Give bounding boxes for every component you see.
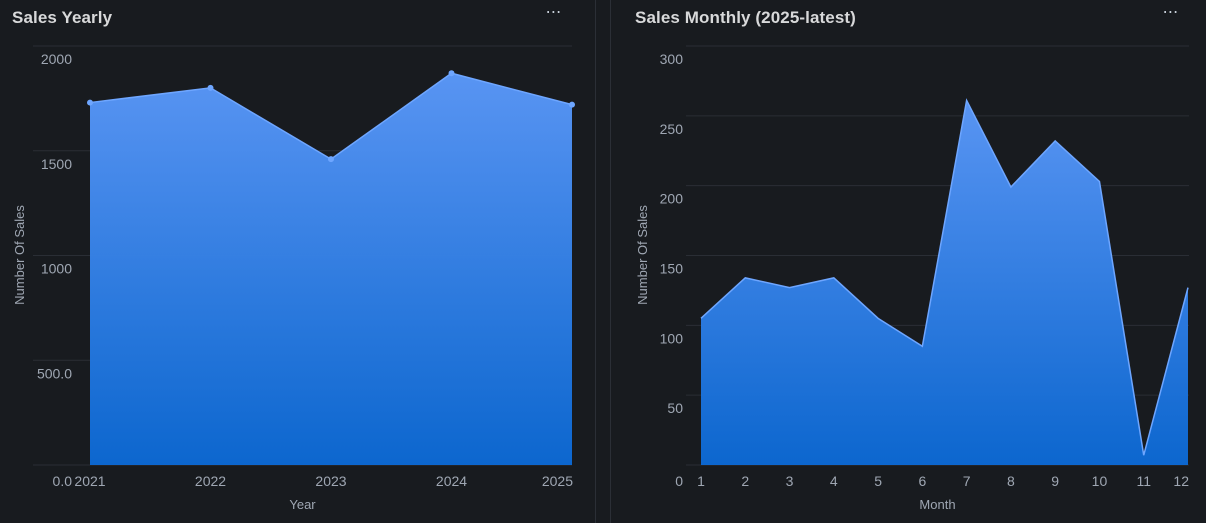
y-tick-label: 500.0 bbox=[37, 365, 72, 381]
y-axis-label: Number Of Sales bbox=[635, 205, 650, 305]
x-tick-label: 2025 bbox=[542, 473, 573, 489]
series-area bbox=[90, 73, 572, 466]
y-axis-label: Number Of Sales bbox=[12, 205, 27, 305]
x-tick-label: 5 bbox=[874, 473, 882, 489]
x-axis-label: Year bbox=[289, 497, 316, 512]
panel-title: Sales Yearly bbox=[12, 8, 113, 27]
series-area bbox=[701, 100, 1188, 465]
y-tick-label: 200 bbox=[660, 191, 684, 207]
y-tick-label: 1500 bbox=[41, 156, 72, 172]
x-tick-label: 2021 bbox=[74, 473, 105, 489]
x-tick-label: 8 bbox=[1007, 473, 1015, 489]
x-tick-label: 2 bbox=[741, 473, 749, 489]
series-line bbox=[700, 98, 1189, 456]
data-point[interactable] bbox=[87, 99, 93, 106]
x-tick-label: 2024 bbox=[436, 473, 467, 489]
x-tick-label: 3 bbox=[786, 473, 794, 489]
x-tick-label: 6 bbox=[918, 473, 926, 489]
y-tick-label: 150 bbox=[660, 261, 684, 277]
x-tick-label: 1 bbox=[697, 473, 705, 489]
sales-monthly-panel: Sales Monthly (2025-latest) ⋯ 0 50 100 150 2… bbox=[610, 0, 1206, 523]
x-tick-label: 2023 bbox=[315, 473, 346, 489]
y-tick-label: 100 bbox=[660, 330, 684, 346]
x-tick-label: 2022 bbox=[195, 473, 226, 489]
x-tick-label: 11 bbox=[1136, 473, 1151, 489]
y-tick-label: 300 bbox=[660, 51, 684, 67]
x-tick-label: 4 bbox=[830, 473, 838, 489]
y-tick-label: 2000 bbox=[41, 51, 72, 67]
panel-menu-icon[interactable]: ⋯ bbox=[1162, 4, 1180, 21]
x-tick-label: 7 bbox=[963, 473, 971, 489]
x-tick-label: 9 bbox=[1051, 473, 1059, 489]
y-tick-label: 1000 bbox=[41, 261, 72, 277]
data-point[interactable] bbox=[448, 70, 455, 77]
x-axis-label: Month bbox=[919, 497, 955, 512]
data-point[interactable] bbox=[207, 84, 214, 91]
y-tick-label: 0.0 bbox=[53, 473, 73, 489]
y-tick-label: 0 bbox=[675, 473, 683, 489]
data-point[interactable] bbox=[569, 101, 575, 108]
sales-yearly-chart: 0.0 500.0 1000 1500 2000 2021 2022 2023 2024 2025… bbox=[12, 45, 575, 512]
panel-title: Sales Monthly (2025-latest) bbox=[635, 8, 856, 27]
data-point[interactable] bbox=[328, 156, 334, 163]
panel-menu-icon[interactable]: ⋯ bbox=[545, 4, 563, 21]
y-tick-label: 250 bbox=[660, 121, 684, 137]
x-tick-label: 10 bbox=[1092, 473, 1108, 489]
x-tick-label: 12 bbox=[1173, 473, 1189, 489]
y-tick-label: 50 bbox=[667, 400, 683, 416]
sales-yearly-panel: Sales Yearly ⋯ 0.0 500.0 1000 1500 2000 2021 2… bbox=[0, 0, 596, 523]
